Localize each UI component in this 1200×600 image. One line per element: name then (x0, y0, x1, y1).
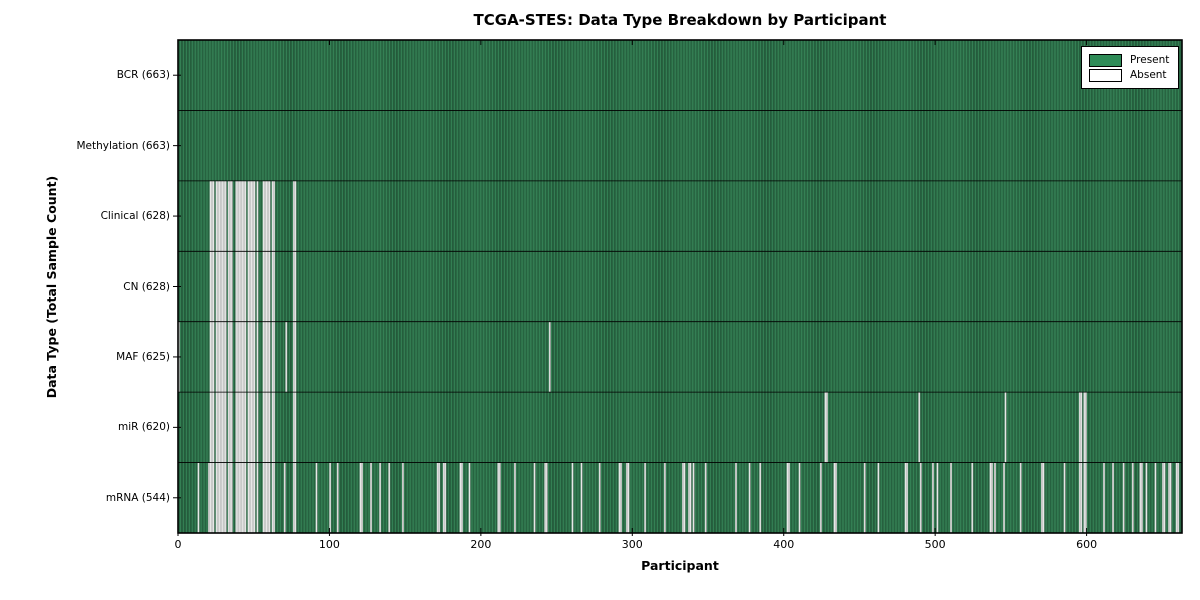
y-tick-label-miR: miR (620) (117, 421, 170, 434)
legend-swatch-absent (1089, 69, 1122, 82)
x-tick-label-0: 0 (174, 538, 182, 551)
presence-matrix (173, 39, 1183, 536)
y-tick-label-Clinical: Clinical (628) (100, 210, 170, 223)
y-tick-label-MAF: MAF (625) (116, 350, 170, 363)
legend-label: Present (1130, 54, 1170, 66)
y-tick-label-BCR: BCR (663) (116, 69, 170, 82)
legend-entry-absent: Absent (1089, 69, 1171, 82)
x-tick-label-600: 600 (1076, 538, 1098, 551)
chart-title: TCGA-STES: Data Type Breakdown by Partic… (473, 11, 887, 29)
legend-label: Absent (1130, 69, 1167, 81)
legend: Present Absent (1081, 46, 1179, 89)
x-axis-label: Participant (641, 558, 719, 573)
y-tick-label-Methylation: Methylation (663) (76, 139, 170, 152)
x-tick-label-100: 100 (318, 538, 340, 551)
x-tick-label-300: 300 (621, 538, 643, 551)
x-tick-label-500: 500 (924, 538, 946, 551)
y-tick-label-CN: CN (628) (123, 280, 170, 293)
y-tick-label-mRNA: mRNA (544) (105, 491, 170, 504)
x-tick-label-400: 400 (773, 538, 795, 551)
legend-entry-present: Present (1089, 54, 1171, 67)
legend-swatch-present (1089, 54, 1122, 67)
x-tick-label-200: 200 (470, 538, 492, 551)
